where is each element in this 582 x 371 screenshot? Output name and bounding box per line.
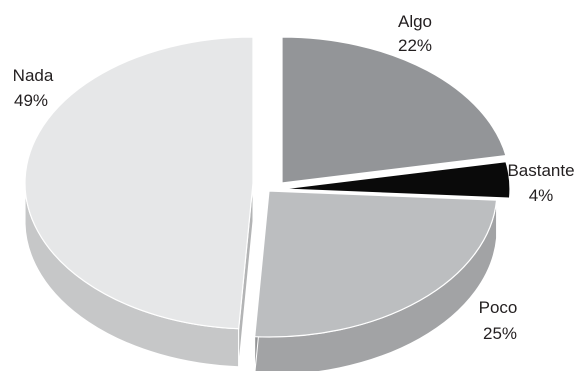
slice-algo bbox=[281, 36, 507, 184]
slice-label-pct-algo: 22% bbox=[398, 36, 432, 55]
slice-label-name-nada: Nada bbox=[13, 66, 54, 85]
slice-poco bbox=[254, 190, 498, 338]
slice-label-pct-bastante: 4% bbox=[529, 186, 554, 205]
slice-nada bbox=[24, 36, 254, 330]
slice-label-pct-nada: 49% bbox=[14, 91, 48, 110]
slice-label-pct-poco: 25% bbox=[483, 324, 517, 343]
pie-labels: Algo 22% Bastante 4% Poco 25% Nada 49% bbox=[13, 12, 575, 343]
slice-bastante bbox=[281, 160, 511, 199]
slice-label-name-algo: Algo bbox=[398, 12, 432, 31]
pie-tops bbox=[24, 36, 511, 338]
slice-label-name-poco: Poco bbox=[479, 298, 518, 317]
slice-label-name-bastante: Bastante bbox=[507, 161, 574, 180]
